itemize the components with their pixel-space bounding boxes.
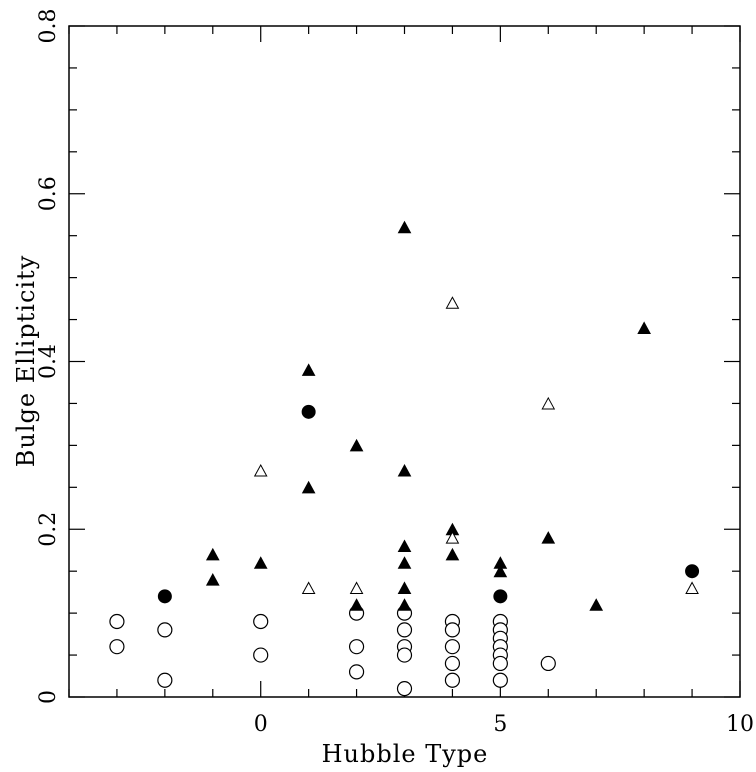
data-points [109,220,700,697]
y-tick-label: 0.4 [36,344,61,379]
y-tick-label: 0 [36,690,61,704]
open-circle-point [444,622,461,638]
x-tick-label: 10 [726,712,754,737]
open-circle-point [348,639,365,655]
filled-triangle-point [541,531,556,544]
filled-triangle-point [397,556,412,569]
open-triangle-point [445,296,460,309]
open-circle-point [396,647,413,663]
filled-circle-point [157,589,172,604]
filled-circle-point [301,404,316,419]
filled-triangle-point [637,321,651,334]
y-tick-label: 0.6 [36,176,61,211]
filled-triangle-point [301,363,316,376]
open-circle-point [109,639,125,655]
open-triangle-point [541,396,556,410]
filled-triangle-point [301,480,316,494]
filled-triangle-point [349,438,364,452]
open-circle-point [444,672,461,688]
open-circle-point [253,647,269,663]
y-tick-label: 0.2 [36,512,61,547]
open-circle-point [109,613,125,630]
filled-triangle-point [205,573,220,586]
open-circle-point [444,639,461,655]
filled-triangle-point [397,581,412,594]
filled-triangle-point [445,547,460,561]
open-circle-point [492,672,508,688]
open-circle-point [396,622,413,638]
open-circle-point [444,655,461,672]
open-triangle-point [301,581,316,594]
open-triangle-point [349,581,364,594]
filled-triangle-point [397,539,412,553]
tick-labels: 0 5 10 0 0.2 0.4 0.6 0.8 [36,9,754,738]
filled-triangle-point [397,463,412,477]
filled-circle-point [685,564,700,579]
x-tick-label: 0 [254,712,268,737]
x-tick-label: 5 [493,712,507,737]
open-circle-point [157,672,173,688]
open-triangle-point [685,581,699,594]
y-axis-label: Bulge Ellipticity [12,255,40,468]
filled-triangle-point [349,598,364,611]
x-axis-label: Hubble Type [322,740,489,768]
open-triangle-point [445,531,460,544]
open-circle-point [396,681,413,697]
open-circle-point [492,655,508,672]
open-triangle-point [253,463,268,477]
open-circle-point [348,664,365,680]
filled-triangle-point [397,598,412,611]
filled-triangle-point [493,564,508,578]
filled-triangle-point [589,598,604,611]
filled-triangle-point [253,556,268,569]
axis-ticks [68,25,741,698]
filled-triangle-point [397,220,412,234]
open-circle-point [157,622,173,638]
filled-circle-point [493,589,508,604]
open-circle-point [253,613,269,630]
filled-triangle-point [205,547,220,561]
y-tick-label: 0.8 [36,9,61,44]
open-circle-point [540,655,556,672]
